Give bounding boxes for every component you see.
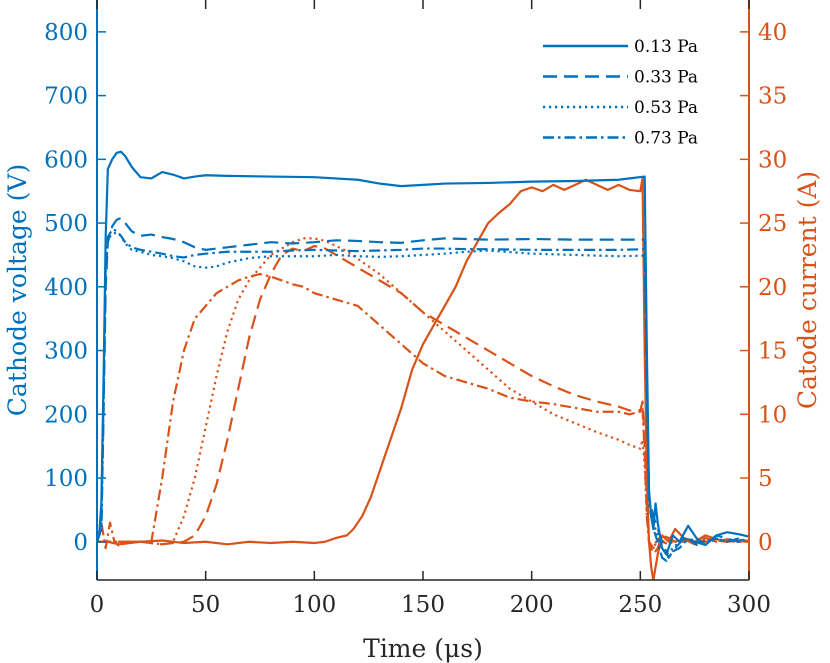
legend-label: 0.73 Pa <box>634 129 698 149</box>
x-axis-title: Time (μs) <box>363 634 483 663</box>
current-line-0-13-pa <box>97 177 749 580</box>
x-tick-label: 250 <box>618 592 662 618</box>
left-y-axis-title: Cathode voltage (V) <box>3 164 32 416</box>
right-y-tick-label: 30 <box>758 147 787 173</box>
right-y-tick-label: 0 <box>758 530 773 556</box>
right-y-tick-label: 25 <box>758 211 787 237</box>
voltage-line-0-13-pa <box>97 150 749 556</box>
legend-label: 0.53 Pa <box>634 98 698 118</box>
left-y-tick-label: 700 <box>44 84 88 110</box>
x-tick-label: 50 <box>191 592 220 618</box>
x-tick-label: 100 <box>292 592 336 618</box>
legend-label: 0.33 Pa <box>634 68 698 88</box>
left-y-tick-label: 0 <box>73 530 88 556</box>
voltage-line-0-53-pa <box>97 231 749 556</box>
x-tick-label: 150 <box>401 592 445 618</box>
left-y-tick-label: 800 <box>44 20 88 46</box>
right-y-tick-label: 10 <box>758 402 787 428</box>
voltage-line-0-73-pa <box>97 228 749 562</box>
right-y-tick-label: 20 <box>758 275 787 301</box>
x-tick-label: 0 <box>90 592 105 618</box>
x-tick-label: 200 <box>510 592 554 618</box>
legend: 0.13 Pa 0.33 Pa 0.53 Pa 0.73 Pa <box>543 37 698 149</box>
left-y-tick-label: 400 <box>44 275 88 301</box>
plot-lines <box>97 150 749 580</box>
right-y-tick-label: 15 <box>758 339 787 365</box>
current-line-0-33-pa <box>97 244 749 556</box>
right-y-tick-label: 5 <box>758 466 773 492</box>
x-tick-label: 300 <box>727 592 771 618</box>
current-line-0-53-pa <box>97 237 749 550</box>
left-y-tick-label: 500 <box>44 211 88 237</box>
left-y-tick-label: 200 <box>44 402 88 428</box>
left-y-tick-label: 300 <box>44 339 88 365</box>
axes: 0 50 100 150 200 250 3000100200300400500600700… <box>3 0 822 663</box>
right-y-axis-title: Catode current (A) <box>793 171 822 409</box>
right-y-tick-label: 35 <box>758 84 787 110</box>
right-y-tick-label: 40 <box>758 20 787 46</box>
legend-label: 0.13 Pa <box>634 37 698 57</box>
left-y-tick-label: 100 <box>44 466 88 492</box>
left-y-tick-label: 600 <box>44 147 88 173</box>
